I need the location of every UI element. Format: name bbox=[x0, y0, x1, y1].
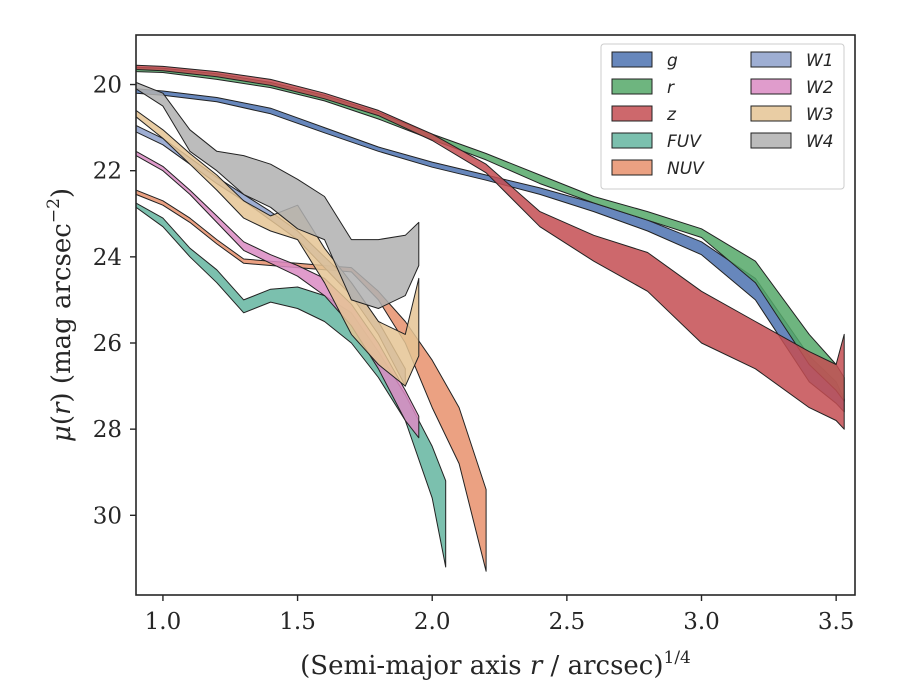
y-tick-label: 26 bbox=[93, 331, 122, 357]
y-tick-label: 20 bbox=[93, 73, 122, 99]
legend-swatch-w2 bbox=[750, 78, 792, 95]
x-tick-label: 2.5 bbox=[549, 609, 586, 635]
x-axis-label: (Semi-major axis r / arcsec)1/4 bbox=[300, 648, 691, 681]
legend-label-fuv: FUV bbox=[667, 132, 702, 152]
band-w3 bbox=[136, 109, 420, 387]
x-tick-label: 3.5 bbox=[818, 609, 855, 635]
legend: grz FUV NUV W1 W2 W3 W4 bbox=[600, 43, 845, 190]
legend-label-z: z bbox=[666, 105, 677, 125]
series-bands bbox=[136, 64, 845, 572]
band-w4 bbox=[136, 81, 420, 309]
x-tick-label: 2.0 bbox=[414, 609, 451, 635]
legend-swatch-fuv bbox=[611, 132, 653, 149]
x-axis-ticks: 1.0 1.5 2.0 2.5 3.0 3.5 bbox=[145, 595, 855, 635]
legend-swatch-w3 bbox=[750, 105, 792, 122]
legend-label-w2: W2 bbox=[806, 78, 834, 98]
x-tick-label: 1.5 bbox=[279, 609, 316, 635]
band-z bbox=[136, 64, 845, 430]
band-fuv bbox=[136, 202, 447, 568]
y-tick-label: 28 bbox=[93, 417, 122, 443]
legend-swatch-nuv bbox=[611, 159, 653, 176]
y-axis-label: μ(r) (mag arcsec−2) bbox=[44, 188, 77, 442]
legend-label-nuv: NUV bbox=[667, 159, 705, 179]
legend-label-g: g bbox=[667, 51, 678, 71]
legend-label-w4: W4 bbox=[806, 132, 834, 152]
legend-swatch-g bbox=[611, 51, 653, 68]
y-axis-ticks: 20 22 24 26 28 30 bbox=[93, 73, 136, 529]
legend-label-r: r bbox=[667, 78, 675, 98]
legend-label-w3: W3 bbox=[806, 105, 834, 125]
x-tick-label: 1.0 bbox=[145, 609, 182, 635]
band-w2 bbox=[136, 150, 420, 439]
legend-swatch-w4 bbox=[750, 132, 792, 149]
legend-swatch-z bbox=[611, 105, 653, 122]
plot-frame bbox=[135, 34, 856, 596]
y-tick-label: 30 bbox=[93, 503, 122, 529]
x-tick-label: 3.0 bbox=[683, 609, 720, 635]
band-nuv bbox=[136, 189, 487, 572]
y-tick-label: 22 bbox=[93, 159, 122, 185]
y-tick-label: 24 bbox=[93, 245, 122, 271]
legend-swatch-r bbox=[611, 78, 653, 95]
legend-swatch-w1 bbox=[750, 51, 792, 68]
legend-label-w1: W1 bbox=[806, 51, 834, 71]
